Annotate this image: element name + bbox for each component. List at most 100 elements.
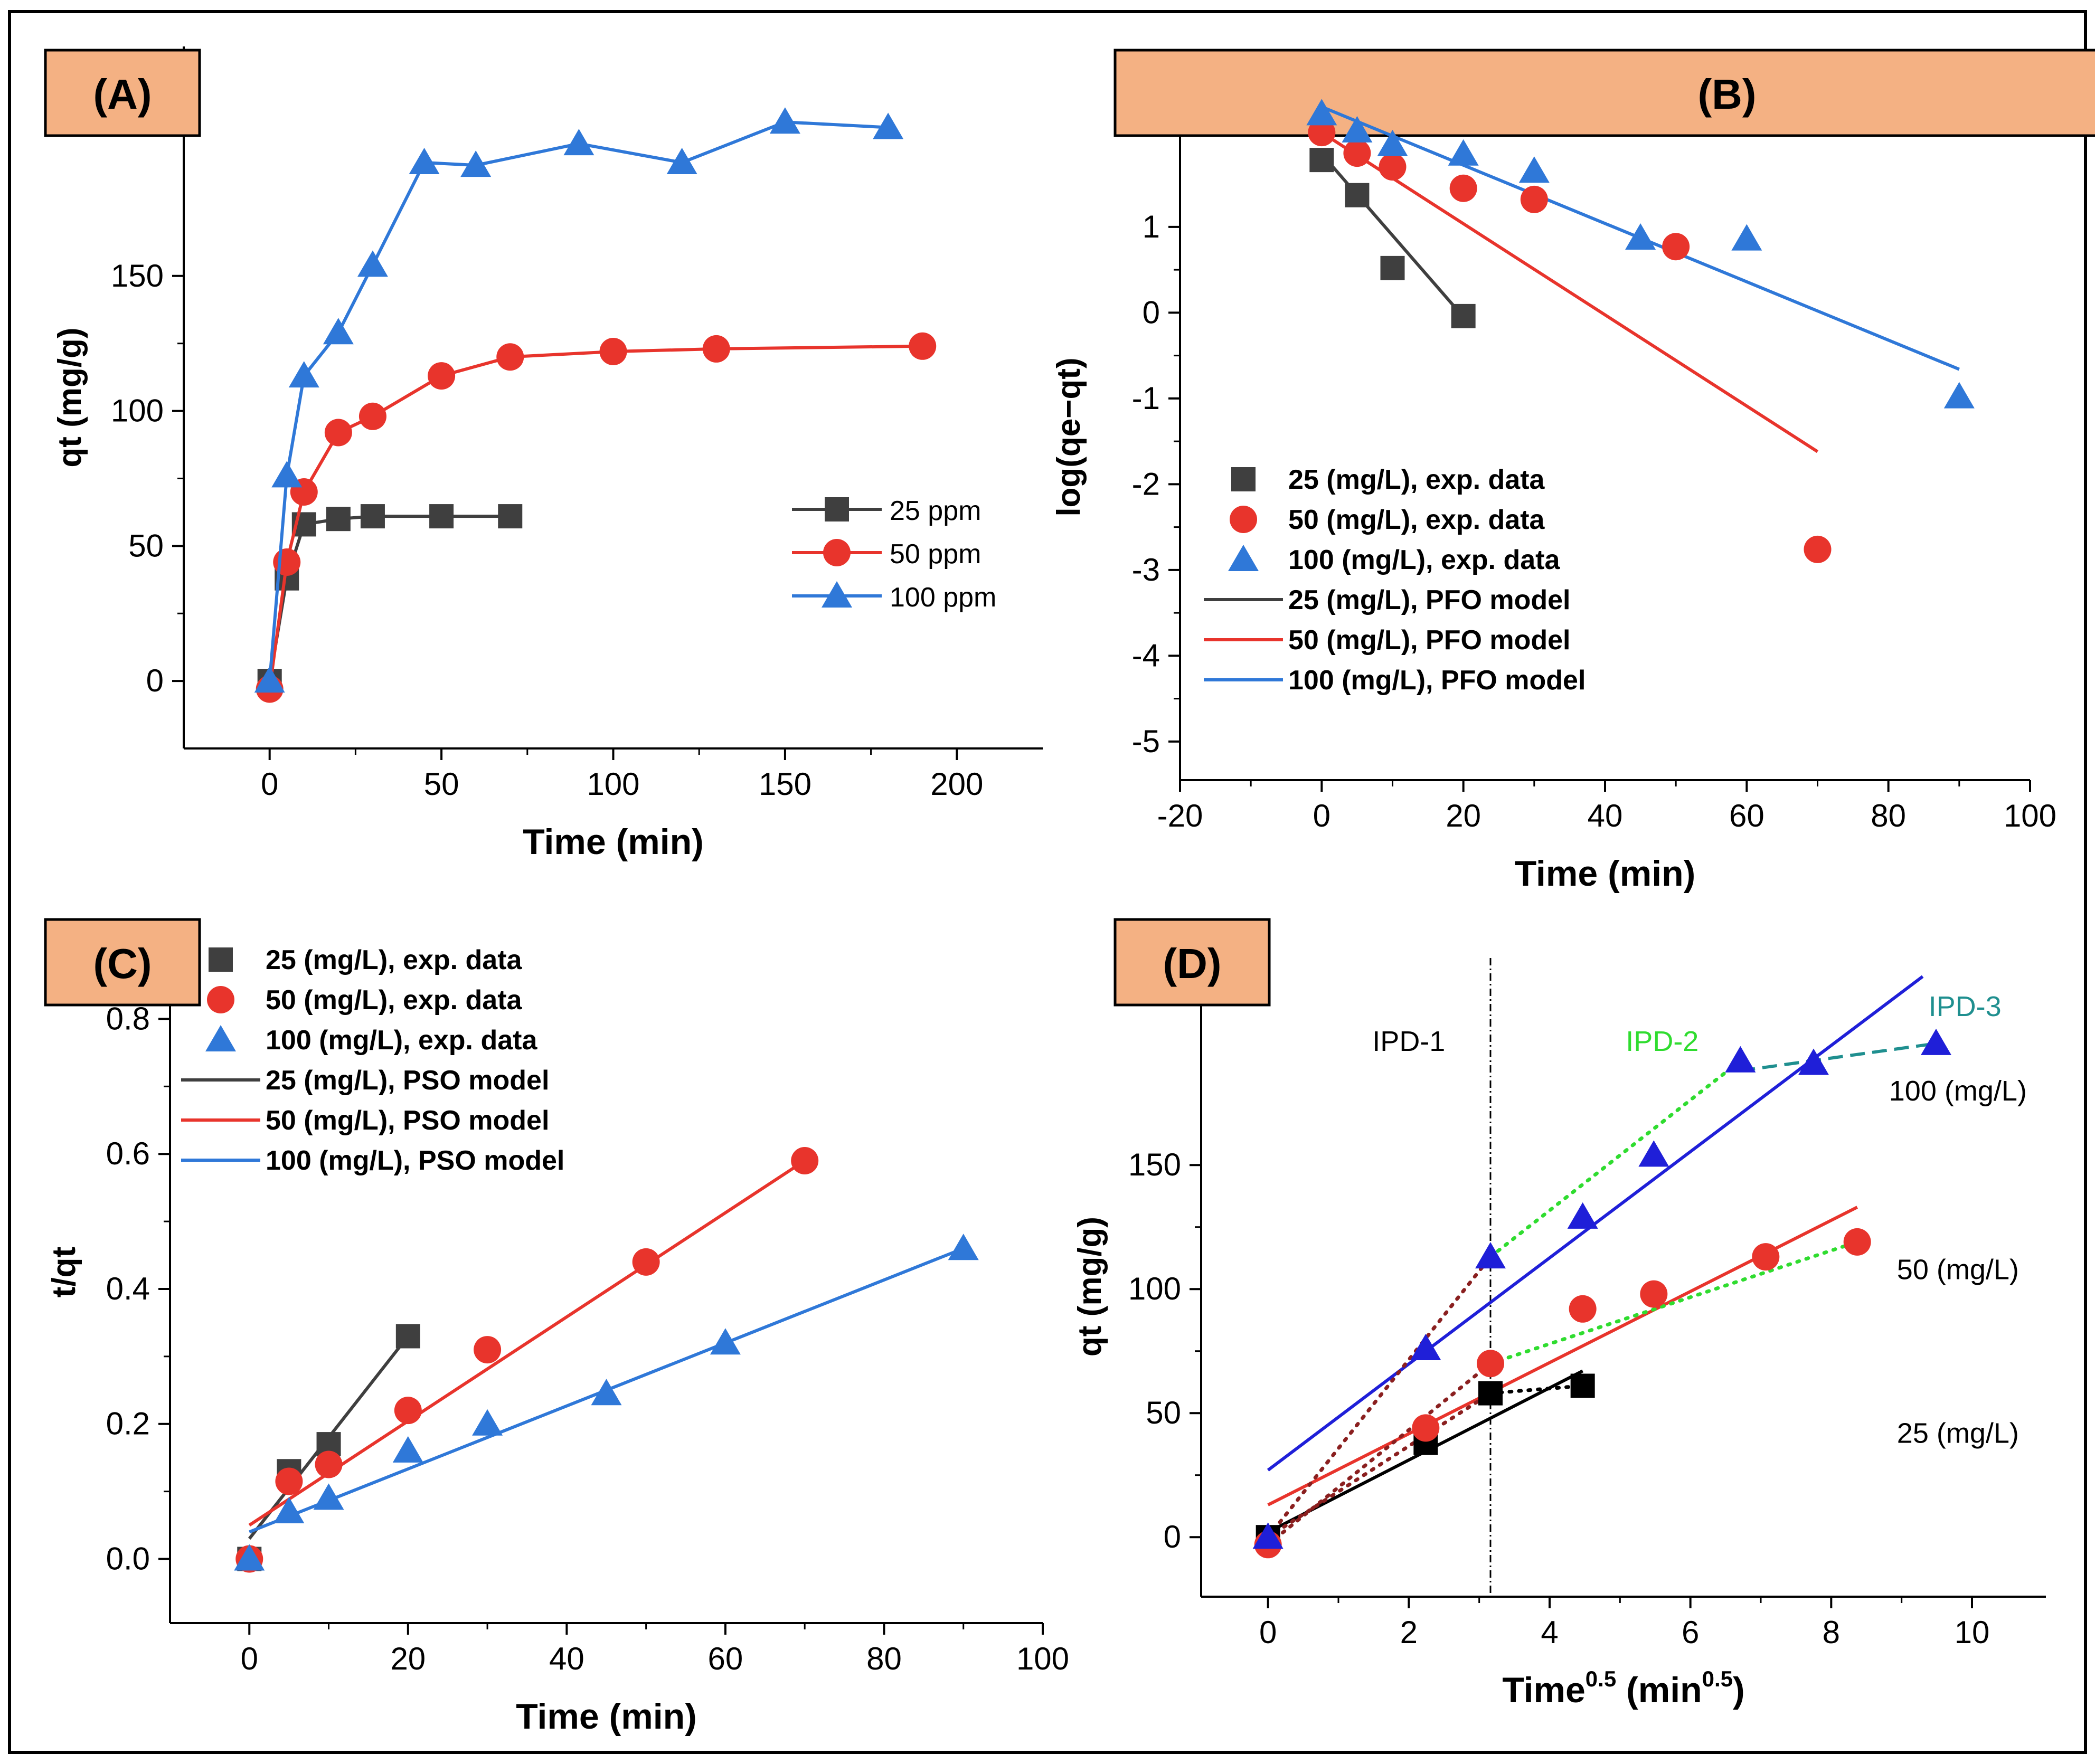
x-tick-label: 80 — [1871, 798, 1906, 833]
fit-line — [1488, 1059, 1742, 1259]
data-point — [326, 507, 351, 532]
y-tick-label: 0.4 — [106, 1271, 150, 1306]
data-point — [1342, 116, 1373, 143]
x-tick-label: 100 — [1016, 1641, 1069, 1676]
legend-label: 25 ppm — [890, 496, 981, 526]
data-point — [948, 1234, 979, 1260]
y-tick-label: 0.6 — [106, 1136, 150, 1171]
data-point — [313, 1483, 344, 1510]
data-point — [702, 335, 730, 363]
data-point — [395, 1324, 420, 1349]
data-point — [1943, 382, 1975, 409]
x-tick-label: 50 — [424, 766, 459, 802]
legend-label: 100 (mg/L), exp. data — [1288, 545, 1560, 575]
x-tick-label: 0 — [1313, 798, 1330, 833]
data-point — [1569, 1295, 1597, 1323]
data-point — [591, 1379, 622, 1406]
data-point — [472, 1409, 503, 1436]
data-point — [1449, 174, 1477, 202]
data-point — [1752, 1243, 1780, 1271]
annotation-label: 100 (mg/L) — [1889, 1075, 2027, 1107]
data-point — [1309, 148, 1334, 173]
data-point — [1843, 1228, 1871, 1256]
legend-marker — [825, 497, 849, 521]
x-tick-label: 0 — [261, 766, 278, 802]
panel-label-box — [1113, 49, 2095, 137]
data-point — [873, 112, 904, 139]
data-point — [1640, 1280, 1668, 1308]
data-point — [666, 147, 697, 174]
series-line — [268, 344, 923, 689]
x-tick-label: 0 — [241, 1641, 258, 1676]
data-point — [563, 129, 594, 156]
fit-line — [1740, 1041, 1937, 1073]
panel-label-box — [1113, 918, 1271, 1007]
legend-label: 100 ppm — [890, 582, 996, 613]
x-tick-label: 10 — [1955, 1615, 1990, 1650]
data-point — [791, 1146, 819, 1174]
y-tick-label: 0 — [1143, 295, 1160, 330]
y-tick-label: -3 — [1132, 552, 1160, 587]
data-point — [1377, 129, 1408, 156]
fit-line — [1266, 1255, 1493, 1539]
x-tick-label: 2 — [1400, 1615, 1418, 1650]
legend-marker — [205, 1025, 236, 1051]
y-tick-label: 100 — [1128, 1271, 1181, 1306]
x-tick-label: 0 — [1259, 1615, 1277, 1650]
data-point — [357, 250, 388, 277]
data-point — [1343, 139, 1371, 167]
y-tick-label: 0 — [1164, 1519, 1181, 1554]
x-tick-label: 100 — [2004, 798, 2056, 833]
data-point — [1625, 223, 1656, 250]
legend-label: 100 (mg/L), PFO model — [1288, 665, 1586, 696]
data-point — [275, 1467, 303, 1495]
data-point — [1412, 1414, 1440, 1442]
data-point — [1662, 233, 1690, 261]
x-axis-title-part: Time — [1502, 1670, 1585, 1710]
figure-frame — [8, 10, 2087, 1754]
panel-c: 0 20 40 60 80 100 0.0 0.2 0.4 0.6 0.8 Time (min) t/q… — [44, 918, 1069, 1737]
data-point — [1252, 1522, 1284, 1549]
data-point — [498, 504, 523, 529]
legend-marker — [207, 986, 234, 1013]
data-point — [496, 343, 524, 371]
legend-marker — [823, 539, 851, 566]
x-axis-title-part: 0.5 — [1586, 1666, 1616, 1691]
data-point — [1308, 119, 1336, 147]
y-tick-label: -2 — [1132, 466, 1160, 501]
annotation-label: IPD-1 — [1372, 1026, 1445, 1057]
data-point — [429, 504, 454, 529]
data-point — [273, 1496, 305, 1523]
data-point — [254, 666, 285, 693]
y-tick-label: 0.2 — [106, 1406, 150, 1441]
panel-label: (C) — [93, 940, 152, 987]
data-point — [1306, 99, 1337, 126]
panel-label: (A) — [93, 71, 152, 118]
legend-label: 50 ppm — [890, 539, 981, 570]
legend-marker — [822, 581, 852, 608]
data-point — [315, 1450, 343, 1478]
x-tick-label: 40 — [1588, 798, 1623, 833]
legend-label: 50 (mg/L), exp. data — [266, 985, 523, 1016]
data-point — [1520, 185, 1548, 213]
x-tick-label: 20 — [1446, 798, 1481, 833]
legend-marker — [1231, 467, 1256, 491]
legend-label: 25 (mg/L), PSO model — [266, 1065, 549, 1096]
data-point — [1798, 1048, 1829, 1075]
x-axis-title-part: (min — [1616, 1670, 1702, 1710]
data-point — [1567, 1202, 1598, 1229]
y-tick-label: -5 — [1132, 724, 1160, 759]
x-tick-label: 6 — [1682, 1615, 1699, 1650]
annotation-label: 25 (mg/L) — [1897, 1418, 2019, 1449]
data-point — [392, 1436, 423, 1463]
x-tick-label: -20 — [1157, 798, 1203, 833]
legend-label: 25 (mg/L), exp. data — [266, 945, 523, 975]
data-point — [428, 362, 456, 390]
data-point — [632, 1248, 660, 1276]
data-point — [1804, 535, 1832, 563]
data-point — [1921, 1028, 1951, 1055]
data-point — [1475, 1242, 1506, 1269]
fit-line — [1488, 1240, 1860, 1365]
y-tick-label: 100 — [111, 393, 164, 429]
